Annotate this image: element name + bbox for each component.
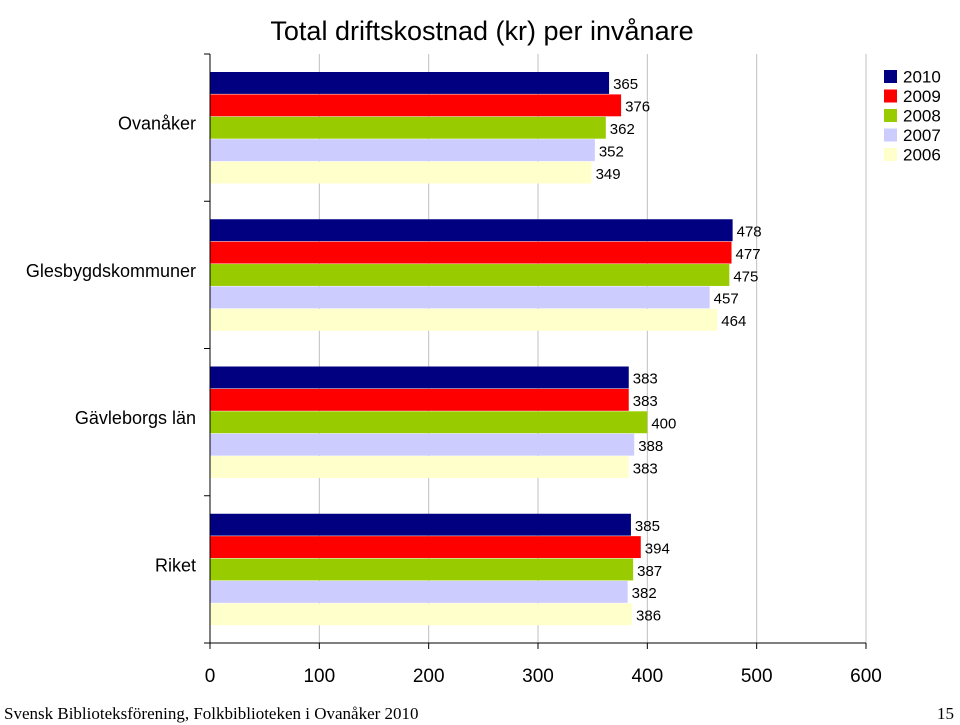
data-label: 349 [596, 166, 621, 183]
page-number: 15 [937, 704, 954, 723]
bar [210, 94, 622, 117]
data-label: 385 [635, 518, 660, 535]
bar [210, 433, 635, 456]
data-label: 464 [721, 313, 746, 330]
data-label: 352 [599, 143, 624, 160]
legend-swatch [884, 148, 897, 161]
footer-source: Svensk Biblioteksförening, Folkbibliotek… [4, 704, 419, 723]
data-label: 383 [633, 371, 658, 388]
legend-swatch [884, 89, 897, 103]
bar [210, 411, 648, 434]
bar [210, 241, 732, 264]
data-label: 475 [733, 268, 758, 285]
bar [210, 366, 629, 389]
data-label: 386 [636, 608, 661, 625]
legend-label: 2010 [903, 68, 941, 87]
category-label: Gävleborgs län [75, 408, 196, 428]
data-label: 394 [645, 540, 670, 557]
x-tick-label: 500 [741, 666, 773, 687]
bar [210, 603, 633, 626]
legend-label: 2008 [903, 107, 941, 126]
bar [210, 116, 606, 139]
bar [210, 72, 610, 94]
legend-label: 2009 [903, 87, 941, 106]
data-label: 365 [613, 76, 638, 93]
legend-swatch [884, 128, 897, 142]
data-label: 376 [625, 99, 650, 116]
data-label: 478 [737, 223, 762, 240]
bar [210, 308, 718, 331]
x-tick-label: 300 [522, 666, 554, 687]
legend-label: 2006 [903, 146, 941, 165]
data-label: 457 [714, 291, 739, 308]
category-label: Riket [155, 555, 196, 575]
data-label: 383 [633, 460, 658, 477]
data-label: 387 [637, 563, 662, 580]
bar [210, 264, 730, 286]
x-tick-label: 0 [205, 666, 216, 687]
bar [210, 536, 641, 559]
bar [210, 456, 629, 478]
x-tick-label: 600 [850, 666, 882, 687]
x-tick-label: 400 [631, 666, 663, 687]
chart-title: Total driftskostnad (kr) per invånare [270, 16, 693, 46]
bar [210, 580, 628, 603]
bar [210, 388, 629, 411]
data-label: 382 [632, 585, 657, 602]
data-label: 362 [610, 121, 635, 138]
bar [210, 139, 595, 162]
data-label: 388 [638, 438, 663, 455]
bar [210, 219, 733, 242]
bar [210, 513, 631, 536]
data-label: 477 [736, 246, 761, 263]
x-tick-label: 200 [413, 666, 445, 687]
data-label: 383 [633, 393, 658, 410]
x-tick-label: 100 [303, 666, 335, 687]
legend-swatch [884, 70, 897, 83]
bar [210, 558, 634, 581]
data-label: 400 [651, 416, 676, 433]
category-label: Glesbygdskommuner [26, 261, 196, 281]
bar [210, 161, 592, 184]
category-label: Ovanåker [118, 114, 196, 134]
bar [210, 286, 710, 309]
legend-label: 2007 [903, 126, 941, 145]
legend-swatch [884, 109, 897, 122]
